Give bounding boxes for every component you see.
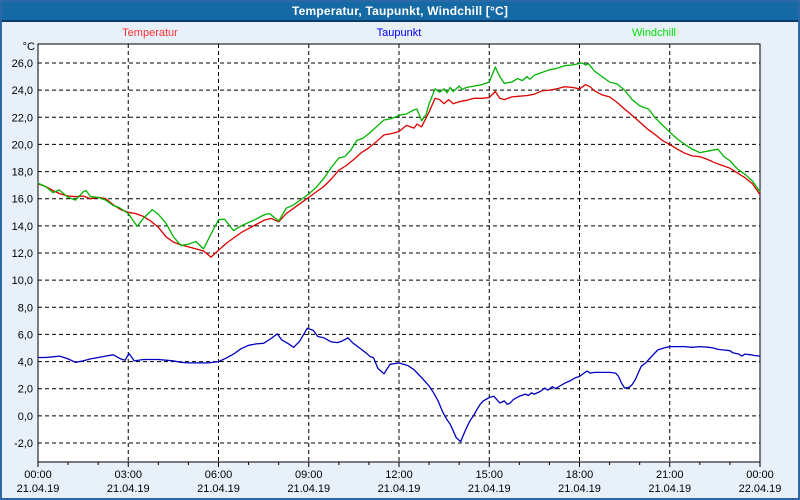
y-tick-label: 12,0 [12,248,33,260]
y-tick-label: -2,0 [14,438,33,450]
x-tick-date-label: 21.04.19 [378,483,421,495]
y-tick-label: 2,0 [18,384,33,396]
y-tick-label: 10,0 [12,275,33,287]
x-tick-time-label: 18:00 [566,469,594,481]
legend-item-windchill: Windchill [631,27,677,39]
x-tick-date-label: 22.04.19 [739,483,782,495]
y-tick-label: 18,0 [12,167,33,179]
x-tick-time-label: 06:00 [205,469,233,481]
y-tick-label: 14,0 [12,221,33,233]
x-tick-date-label: 21.04.19 [17,483,60,495]
window-title-bar: Temperatur, Taupunkt, Windchill [°C] [2,2,798,22]
chart-legend: Temperatur Taupunkt Windchill [2,27,798,43]
x-tick-time-label: 12:00 [385,469,413,481]
legend-item-temperatur: Temperatur [122,27,178,39]
x-tick-time-label: 15:00 [475,469,503,481]
x-tick-date-label: 21.04.19 [197,483,240,495]
y-tick-label: 6,0 [18,329,33,341]
legend-item-taupunkt: Taupunkt [376,27,422,39]
y-tick-label: 4,0 [18,357,33,369]
x-tick-date-label: 21.04.19 [558,483,601,495]
y-tick-label: 16,0 [12,194,33,206]
x-tick-date-label: 21.04.19 [648,483,691,495]
y-axis-unit-label: °C [23,41,35,53]
series-line-windchill [37,62,761,250]
y-tick-label: 24,0 [12,85,33,97]
series-line-taupunkt [38,327,761,443]
y-tick-label: 8,0 [18,302,33,314]
x-tick-time-label: 00:00 [24,469,52,481]
x-tick-date-label: 21.04.19 [287,483,330,495]
x-tick-time-label: 00:00 [746,469,774,481]
x-tick-time-label: 09:00 [295,469,323,481]
y-tick-label: 20,0 [12,139,33,151]
y-tick-label: 22,0 [12,112,33,124]
x-tick-time-label: 03:00 [114,469,142,481]
series-line-temperatur [37,84,761,258]
x-tick-date-label: 21.04.19 [107,483,150,495]
y-tick-label: 26,0 [12,58,33,70]
window-title: Temperatur, Taupunkt, Windchill [°C] [291,4,509,18]
y-tick-label: 0,0 [18,411,33,423]
x-tick-time-label: 21:00 [656,469,684,481]
x-tick-date-label: 21.04.19 [468,483,511,495]
